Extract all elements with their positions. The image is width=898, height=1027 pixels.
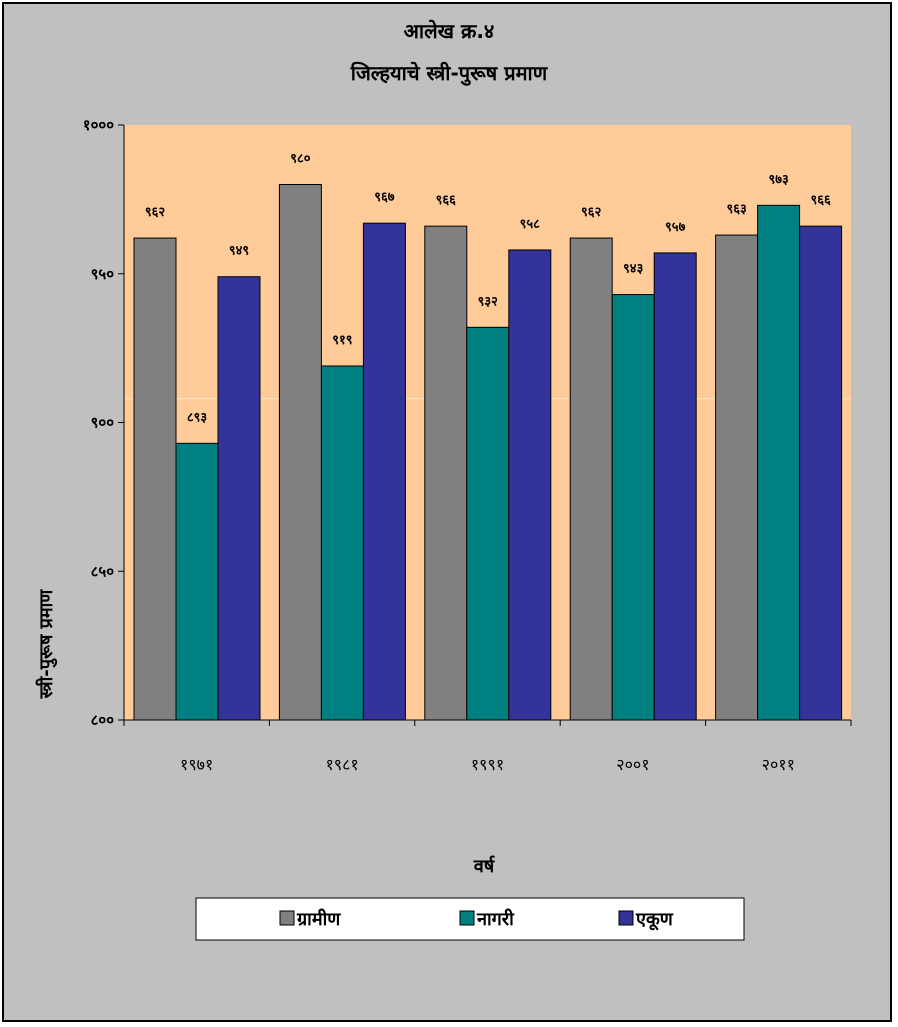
- chart-title: आलेख क्र.४: [404, 19, 495, 43]
- x-tick-label: २०११: [762, 755, 795, 774]
- data-label: ९८०: [290, 152, 311, 167]
- data-label: ९४९: [229, 244, 249, 259]
- bar-2: [757, 204, 801, 721]
- bar-2: [175, 442, 219, 721]
- legend-label: ग्रामीण: [296, 908, 341, 930]
- bar-3: [217, 276, 261, 721]
- legend-label: एकूण: [635, 909, 674, 931]
- legend: ग्रामीण नागरी एकूण: [195, 897, 745, 941]
- y-tick-label: ९५०: [91, 265, 115, 283]
- data-label: ९७३: [768, 172, 789, 187]
- bar-1: [278, 184, 322, 721]
- legend-label: नागरी: [476, 908, 515, 930]
- bar-3: [653, 252, 697, 721]
- y-tick-label: १०००: [83, 116, 114, 134]
- x-axis-label: वर्ष: [473, 855, 495, 877]
- data-label: ९६७: [374, 190, 395, 205]
- bar-1: [715, 234, 759, 721]
- data-label: ९६६: [810, 193, 831, 208]
- data-label: ९६२: [145, 205, 166, 220]
- legend-swatch: [279, 910, 295, 926]
- data-label: ९६३: [726, 202, 747, 217]
- data-label: ९३२: [478, 294, 499, 309]
- y-axis-label: स्त्री-पुरूष प्रमाण: [35, 589, 58, 700]
- data-label: ९१९: [332, 333, 352, 348]
- y-tick-label: ८००: [91, 711, 115, 729]
- data-label: ९४३: [623, 262, 644, 277]
- chart-subtitle: जिल्हयाचे स्त्री-पुरूष प्रमाण: [350, 61, 549, 86]
- bar-3: [799, 225, 843, 721]
- x-tick-label: १९७१: [180, 755, 213, 774]
- data-label: ९५७: [665, 220, 686, 235]
- y-tick-label: ८५०: [91, 562, 115, 580]
- bar-1: [569, 237, 613, 721]
- bar-3: [362, 222, 406, 721]
- data-label: ९६२: [581, 205, 602, 220]
- data-label: ९६६: [436, 193, 457, 208]
- legend-swatch: [618, 910, 634, 926]
- bar-1: [133, 237, 177, 721]
- chart-svg: आलेख क्र.४ जिल्हयाचे स्त्री-पुरूष प्रमाण…: [35, 19, 852, 941]
- data-label: ९५८: [520, 217, 541, 232]
- legend-swatch: [459, 910, 475, 926]
- x-tick-label: १९९१: [471, 755, 504, 774]
- bar-2: [466, 326, 510, 721]
- x-tick-label: २००१: [616, 755, 649, 774]
- data-label: ८९३: [187, 410, 208, 425]
- y-tick-label: ९००: [91, 414, 115, 432]
- x-tick-label: १९८१: [325, 755, 358, 774]
- bar-3: [508, 249, 552, 721]
- bar-1: [424, 225, 468, 721]
- bar-2: [320, 365, 364, 721]
- bar-2: [611, 294, 655, 721]
